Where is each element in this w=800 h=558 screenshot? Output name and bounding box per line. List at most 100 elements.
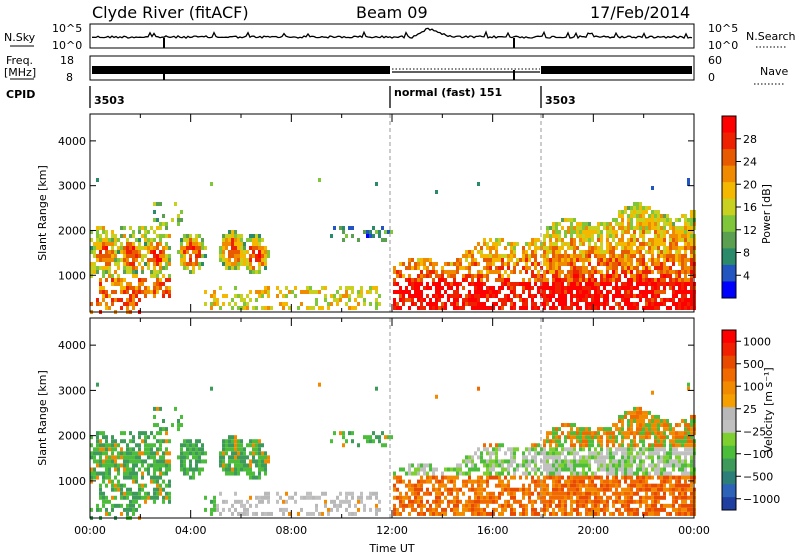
velocity-cell (606, 495, 609, 500)
velocity-cell (588, 463, 591, 468)
velocity-cell (408, 499, 411, 504)
power-cell (135, 274, 138, 278)
vel-cbar-swatch-4 (722, 381, 736, 395)
velocity-cell (543, 451, 546, 456)
power-cell (186, 242, 189, 246)
power-cell (120, 226, 123, 230)
velocity-cell (243, 459, 246, 464)
power-cell (93, 250, 96, 254)
power-cell (651, 290, 654, 294)
power-cell (600, 246, 603, 250)
power-cell (675, 250, 678, 254)
power-cell (486, 274, 489, 278)
power-cell (123, 254, 126, 258)
power-cell (657, 226, 660, 230)
power-cell (612, 226, 615, 230)
power-cell (579, 298, 582, 302)
power-cell (591, 282, 594, 286)
velocity-cell (162, 487, 165, 492)
velocity-cell (237, 467, 240, 472)
velocity-cell (423, 503, 426, 508)
velocity-cell (231, 467, 234, 472)
velocity-cell (513, 475, 516, 480)
power-cell (237, 306, 240, 310)
velocity-cell (495, 507, 498, 512)
velocity-cell (573, 475, 576, 480)
velocity-cell (138, 487, 141, 492)
power-cell (570, 302, 573, 306)
power-cell (342, 294, 345, 298)
velocity-cell (657, 471, 660, 476)
velocity-cell (651, 455, 654, 460)
velocity-cell (636, 499, 639, 504)
velocity-cell (636, 406, 639, 411)
power-cell (582, 286, 585, 290)
power-cell (255, 234, 258, 238)
power-cell (645, 274, 648, 278)
power-cell (654, 214, 657, 218)
velocity-cell (645, 495, 648, 500)
vel-cbar-label-4: −25 (743, 425, 766, 438)
velocity-cell (96, 439, 99, 444)
power-cell (408, 298, 411, 302)
vel-xtick-label-5: 20:00 (577, 524, 609, 537)
power-cell (660, 282, 663, 286)
power-cell (678, 238, 681, 242)
velocity-cell (495, 483, 498, 488)
power-cell (99, 286, 102, 290)
power-cell (495, 294, 498, 298)
velocity-cell (447, 487, 450, 492)
power-cell (279, 302, 282, 306)
velocity-cell (528, 499, 531, 504)
velocity-cell (192, 475, 195, 480)
velocity-cell (675, 431, 678, 436)
velocity-cell (393, 483, 396, 488)
power-cell (669, 234, 672, 238)
power-cell (657, 258, 660, 262)
power-cell (612, 238, 615, 242)
power-cell (240, 242, 243, 246)
power-cell (456, 270, 459, 274)
velocity-cell (126, 511, 129, 516)
power-cell (489, 286, 492, 290)
velocity-cell (516, 463, 519, 468)
vel-cbar-swatch-7 (722, 420, 736, 434)
power-cell (591, 238, 594, 242)
power-cell (456, 306, 459, 310)
power-cell (633, 250, 636, 254)
power-cell (147, 246, 150, 250)
velocity-cell (681, 463, 684, 468)
velocity-cell (153, 406, 156, 411)
power-cell (486, 278, 489, 282)
velocity-cell (513, 467, 516, 472)
velocity-cell (123, 467, 126, 472)
velocity-cell (492, 451, 495, 456)
velocity-cell (354, 511, 357, 516)
velocity-cell (492, 491, 495, 496)
velocity-cell (264, 495, 267, 500)
power-cell (474, 246, 477, 250)
velocity-cell (393, 495, 396, 500)
power-cell (117, 266, 120, 270)
power-cell (585, 294, 588, 298)
power-cell (492, 290, 495, 294)
power-cell (150, 290, 153, 294)
power-cell (624, 294, 627, 298)
power-cell (228, 242, 231, 246)
velocity-cell (180, 451, 183, 456)
velocity-cell (153, 471, 156, 476)
power-cell (114, 298, 117, 302)
velocity-cell (648, 455, 651, 460)
power-cell (687, 302, 690, 306)
power-cell (558, 254, 561, 258)
power-cell (234, 246, 237, 250)
velocity-cell (450, 479, 453, 484)
velocity-cell (120, 463, 123, 468)
velocity-cell (318, 382, 321, 387)
velocity-cell (645, 503, 648, 508)
velocity-cell (243, 463, 246, 468)
power-cell (387, 230, 390, 234)
power-cell (576, 266, 579, 270)
velocity-cell (681, 435, 684, 440)
power-cell (657, 262, 660, 266)
